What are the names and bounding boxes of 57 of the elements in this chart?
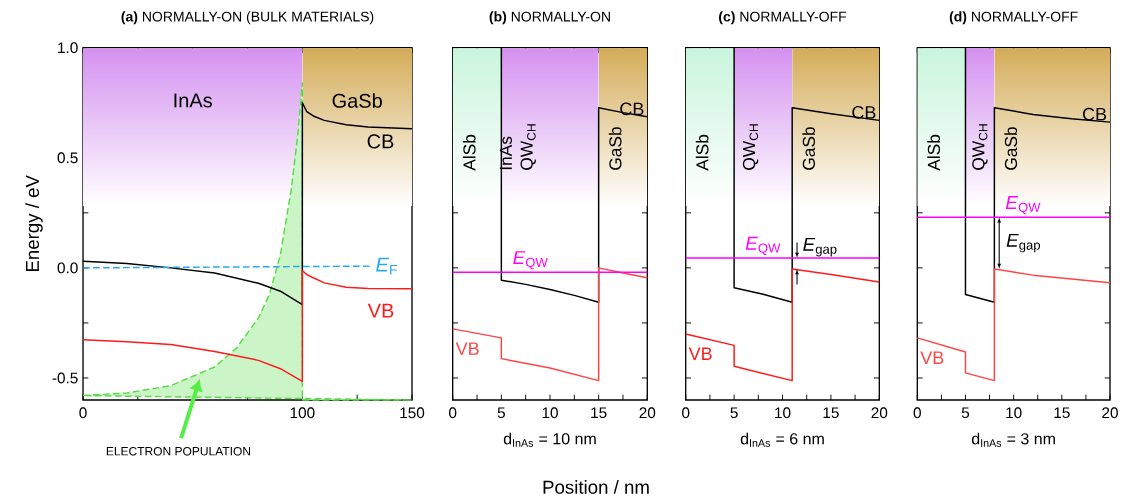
x-axis-title: d$_{InAs}$ = 6 nm <box>740 432 824 447</box>
x-tick-label: 5 <box>961 407 970 419</box>
x-axis-title: d$_{InAs}$ = 3 nm <box>971 432 1055 447</box>
series-label: VB <box>455 342 479 355</box>
chart-title: (b) NORMALLY-ON <box>489 11 610 25</box>
x-tick-label: 0 <box>449 407 457 419</box>
x-tick-label: 15 <box>591 407 607 419</box>
annotation: E$_{gap}$ <box>803 237 837 257</box>
ref-line-label: E$_{QW}$ <box>745 236 781 256</box>
chart-title: (d) NORMALLY-OFF <box>949 11 1078 25</box>
x-tick-label: 15 <box>823 407 839 419</box>
x-tick-label: 20 <box>1102 407 1118 419</box>
legend-label: CB <box>620 102 644 116</box>
chart-title: (a) NORMALLY-ON (BULK MATERIALS) <box>121 11 374 25</box>
x-tick-label: 0 <box>79 407 87 419</box>
x-tick-label: 10 <box>1006 407 1022 419</box>
band-label: AlSb <box>462 134 476 171</box>
band-label: InAs QW$_{CH}$ <box>499 124 536 170</box>
series-label: E$_{F}$ <box>376 257 397 275</box>
ref-line-label: E$_{QW}$ <box>1005 196 1041 215</box>
band-label: QW$_{CH}$ <box>972 124 988 170</box>
band-label: QW$_{CH}$ <box>742 124 759 170</box>
x-tick-label: 10 <box>542 407 558 419</box>
series-label: VB <box>688 347 712 360</box>
band-label: AlSb <box>927 134 941 171</box>
annotation: E$_{gap}$ <box>1006 233 1040 253</box>
y-tick-label: -0.5 <box>52 372 78 384</box>
x-tick-label: 10 <box>775 407 791 419</box>
band-label: GaSb <box>332 93 382 108</box>
band-label: InAs <box>174 93 212 108</box>
series-label: CB <box>367 134 394 149</box>
y-axis-title: Energy / eV <box>25 175 43 272</box>
y-tick-label: 0.0 <box>57 262 78 274</box>
series-label: VB <box>920 351 944 364</box>
x-tick-label: 0 <box>682 407 690 419</box>
y-tick-label: 0.5 <box>57 152 78 164</box>
band-label: AlSb <box>695 134 709 171</box>
chart-title: (c) NORMALLY-OFF <box>719 11 847 25</box>
band-label: GaSb <box>608 127 622 170</box>
x-tick-label: 15 <box>1054 407 1070 419</box>
x-tick-label: 150 <box>400 407 425 419</box>
x-tick-label: 100 <box>290 407 315 419</box>
band-label: GaSb <box>802 127 816 170</box>
text: ELECTRON POPULATION <box>106 446 251 456</box>
x-tick-label: 0 <box>913 407 921 419</box>
y-tick-label: 1.0 <box>58 42 78 54</box>
x-tick-label: 5 <box>497 407 505 419</box>
x-tick-label: 20 <box>639 407 656 419</box>
x-tick-label: 5 <box>730 407 738 419</box>
series-label: VB <box>367 303 394 318</box>
x-axis-title: d$_{InAs}$ = 10 nm <box>503 432 596 447</box>
ref-line-label: E$_{QW}$ <box>513 251 548 270</box>
text: Position / nm <box>543 480 649 494</box>
x-tick-label: 20 <box>871 407 888 419</box>
series-label: CB <box>1082 107 1107 121</box>
legend-label: CB <box>852 106 876 119</box>
band-label: GaSb <box>1004 127 1018 170</box>
